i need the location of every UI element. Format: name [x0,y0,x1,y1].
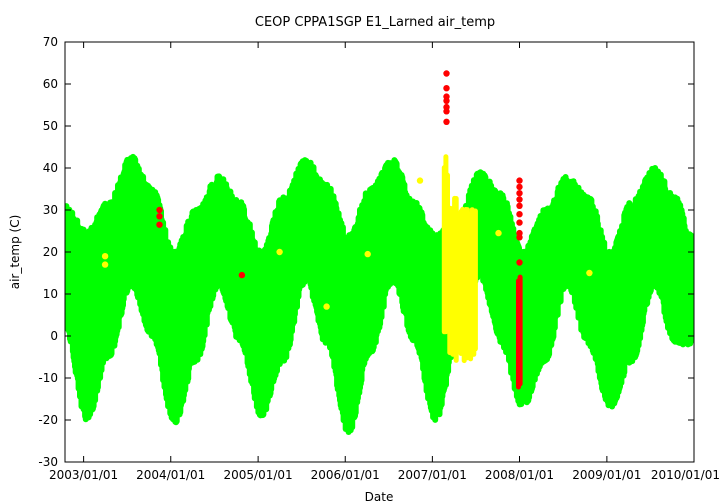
x-tick-label: 2007/01/01 [398,468,467,482]
questionable-point [495,229,502,237]
bad-point [516,190,523,197]
x-tick-label: 2006/01/01 [311,468,380,482]
series-questionable-points [101,177,593,310]
series-bad-bands [516,274,523,390]
x-tick-label: 2010/01/01 [651,468,720,482]
chart-title: CEOP CPPA1SGP E1_Larned air_temp [255,15,495,30]
bad-point [156,221,163,228]
good-band-segment [687,232,694,345]
bad-point [516,211,523,218]
bad-point [443,70,450,77]
bad-point [443,85,450,92]
y-tick-label: 20 [43,245,58,259]
plot-area [65,70,694,435]
questionable-point [416,177,424,184]
x-tick-label: 2009/01/01 [572,468,641,482]
questionable-point [101,261,109,268]
x-tick-label: 2004/01/01 [136,468,205,482]
y-tick-label: 60 [43,77,58,91]
x-tick-label: 2005/01/01 [224,468,293,482]
y-tick-label: 0 [50,329,58,343]
bad-band-segment [517,274,523,387]
bad-point [156,213,163,220]
y-axis-label: air_temp (C) [8,215,22,290]
questionable-band-segment [472,208,478,352]
bad-point [443,118,450,126]
bad-point [443,108,450,115]
bad-point [516,177,523,184]
questionable-point [323,303,330,310]
bad-point [516,196,523,203]
y-tick-label: 70 [43,35,58,49]
y-tick-label: -30 [38,455,58,469]
bad-point [516,234,523,241]
questionable-point [364,250,371,258]
y-tick-label: -20 [38,413,58,427]
bad-point [238,271,246,279]
x-axis-label: Date [365,490,394,504]
x-tick-label: 2008/01/01 [485,468,554,482]
series-good [65,153,694,435]
bad-point [516,202,523,209]
questionable-point [586,269,593,277]
bad-point [156,206,163,214]
series-questionable-bands [441,154,478,364]
bad-point [516,259,523,266]
y-tick-label: 50 [43,119,58,133]
y-tick-label: -10 [38,371,58,385]
y-tick-label: 30 [43,203,58,217]
axis-ticks: -30 -20 -10 0 10 20 30 40 50 60 70 2003/01/01 2004/0… [38,35,720,482]
bad-point [516,219,523,226]
questionable-point [276,248,283,256]
series-bad-points [156,70,523,279]
x-tick-label: 2003/01/01 [49,468,118,482]
bad-point [516,183,523,191]
bad-point [443,97,450,105]
questionable-point [101,253,109,260]
y-tick-label: 40 [43,161,58,175]
y-tick-label: 10 [43,287,58,301]
